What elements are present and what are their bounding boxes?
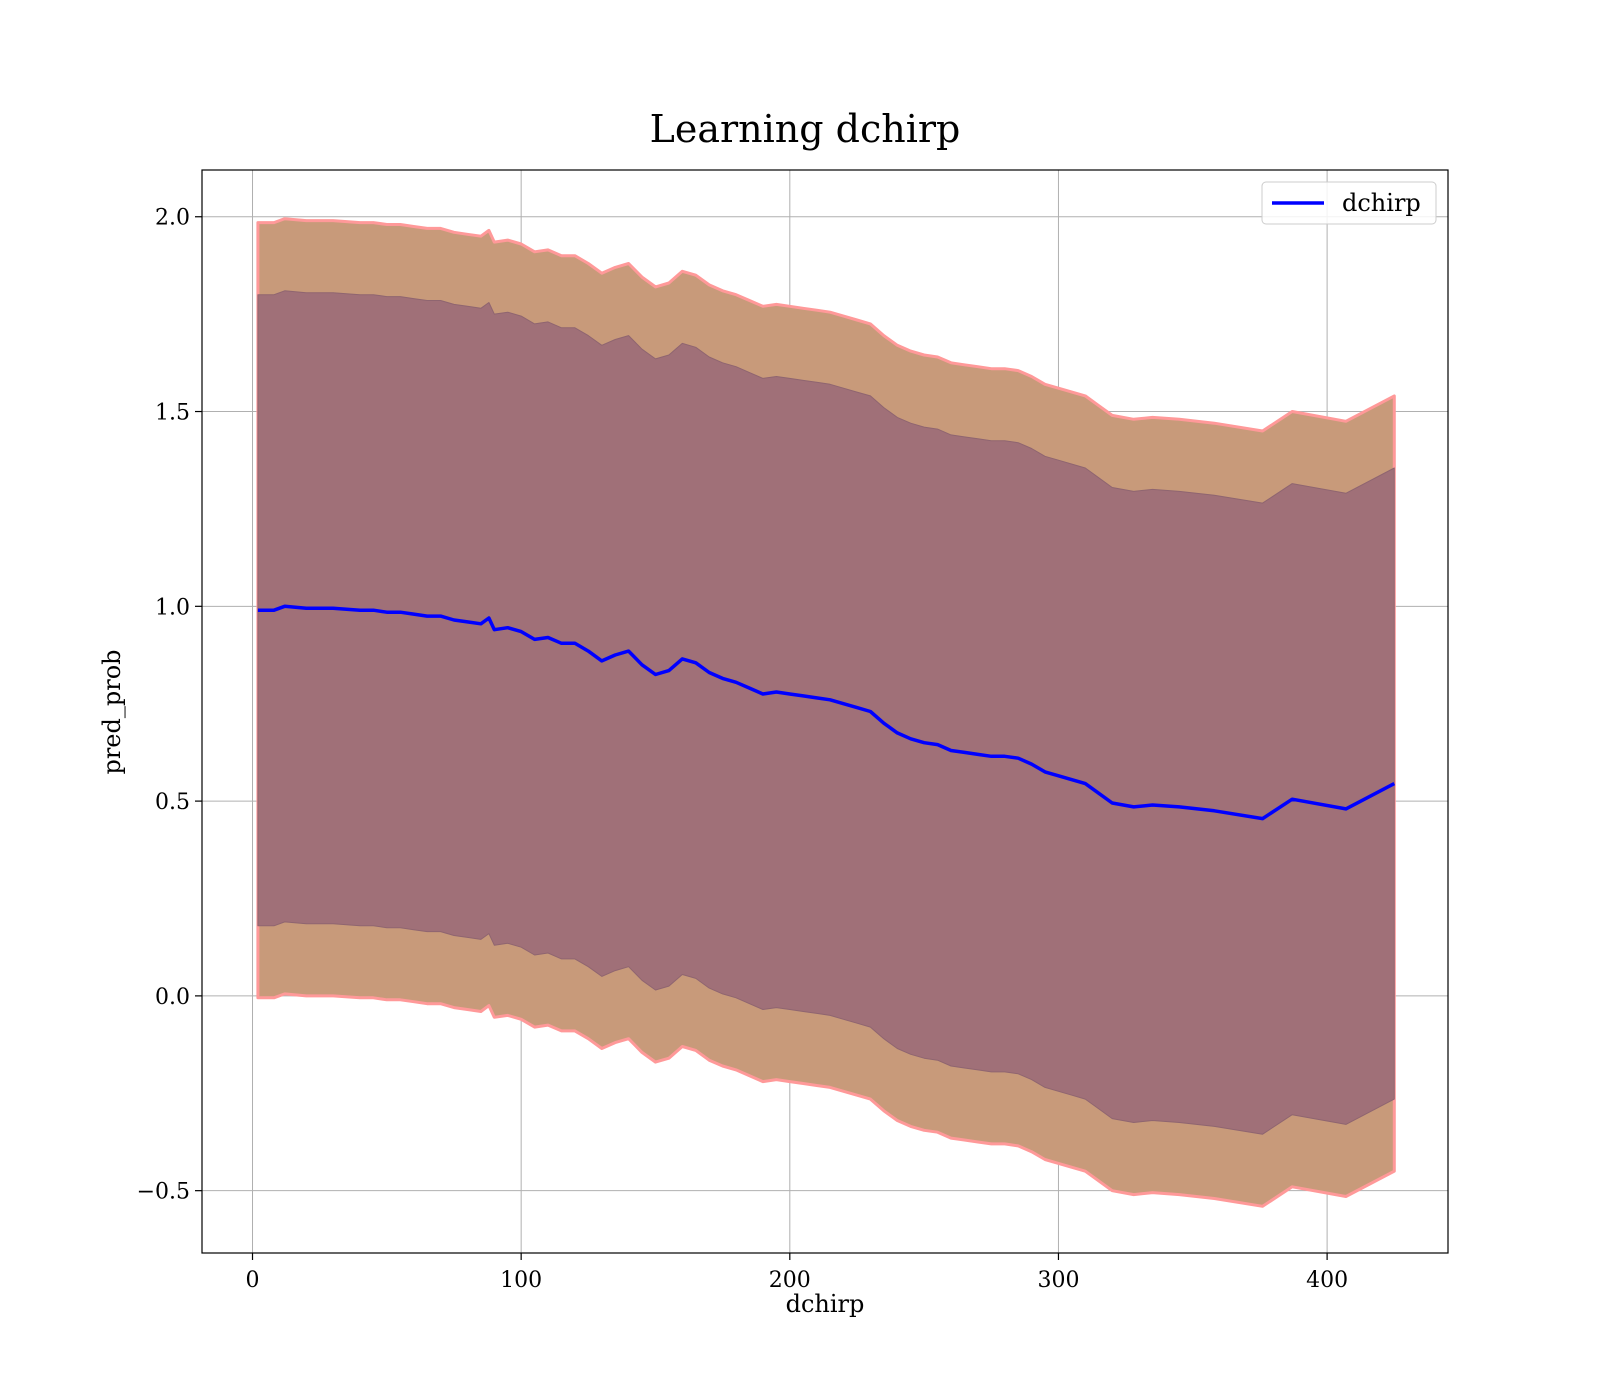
x-tick-label: 200 (769, 1268, 811, 1293)
series-line-dchirp (257, 604, 1396, 821)
chart-title: Learning dchirp (650, 107, 961, 151)
y-tick-label: 2.0 (155, 206, 190, 231)
band-0 (257, 290, 1395, 1135)
legend: dchirp (1261, 181, 1437, 225)
x-tick-label: 0 (246, 1268, 260, 1293)
y-tick-label: −0.5 (137, 1180, 190, 1205)
y-tick-label: 1.0 (155, 595, 190, 620)
confidence-bands (256, 217, 1396, 1208)
axes-frame (201, 169, 1449, 1254)
x-tick-label: 300 (1037, 1268, 1079, 1293)
x-tick-label: 400 (1306, 1268, 1348, 1293)
x-tick-label: 100 (500, 1268, 542, 1293)
series-lines (257, 604, 1396, 821)
y-tick-label: 0.5 (155, 790, 190, 815)
y-tick-label: 1.5 (155, 401, 190, 426)
legend-box (1261, 181, 1437, 225)
y-tick-label: 0.0 (155, 985, 190, 1010)
x-axis-label: dchirp (786, 1290, 865, 1318)
axes: 0 100 200 300 400 −0.5 0.0 0.5 1.0 1.5 2.0 (137, 169, 1449, 1293)
y-axis-label: pred_prob (98, 649, 126, 774)
legend-label: dchirp (1342, 189, 1421, 217)
